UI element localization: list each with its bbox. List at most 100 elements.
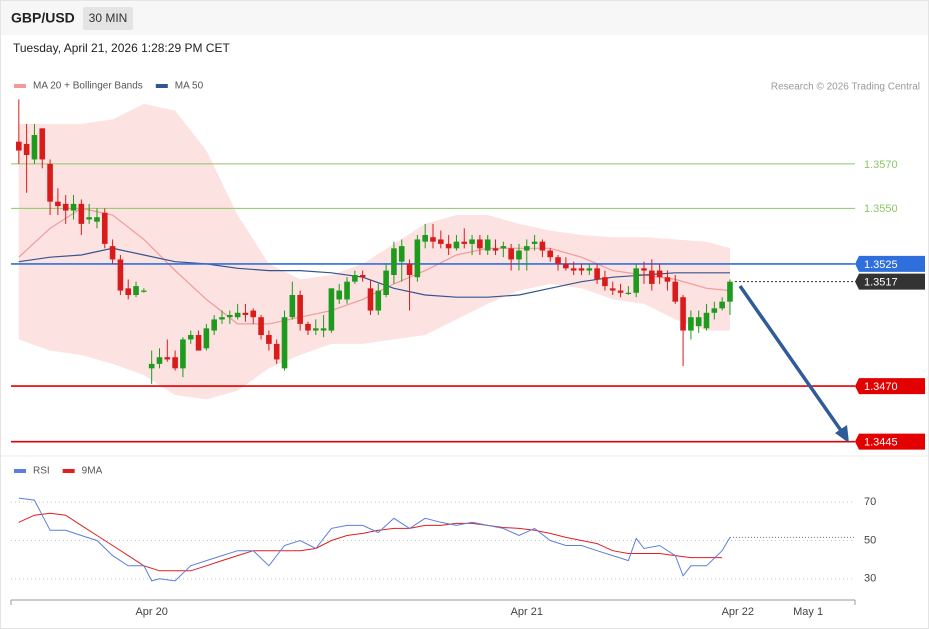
candle-body xyxy=(484,239,491,251)
candle-body xyxy=(367,288,374,311)
candle-body xyxy=(133,286,139,295)
x-tick-label: May 1 xyxy=(793,606,823,618)
candle-body xyxy=(148,363,155,369)
header-bar xyxy=(1,1,928,35)
candle-body xyxy=(703,312,710,329)
candle-body xyxy=(258,317,264,335)
candle-body xyxy=(570,268,577,271)
candle-body xyxy=(156,357,163,364)
candle-body xyxy=(375,290,382,311)
candle-body xyxy=(70,203,77,211)
candle-body xyxy=(266,335,272,344)
candle-body xyxy=(227,315,233,318)
candle-body xyxy=(516,250,522,260)
price-level-label: 1.3470 xyxy=(864,381,898,393)
price-level-label: 1.3570 xyxy=(864,159,898,171)
candle-body xyxy=(492,248,499,251)
candle-body xyxy=(336,290,343,300)
candle-body xyxy=(414,239,421,278)
candle-body xyxy=(117,259,124,291)
candle-body xyxy=(594,268,600,280)
candle-body xyxy=(86,217,92,220)
candle-body xyxy=(383,270,389,295)
price-panel: 1.3570 1.3550 1.3525 1.3517 1.3470 1.3445 MA 2… xyxy=(11,81,925,450)
candle-body xyxy=(461,241,468,244)
candle-body xyxy=(172,357,178,369)
legend-swatch xyxy=(62,469,75,473)
candle-body xyxy=(656,270,663,278)
candle-body xyxy=(727,281,733,302)
candle-body xyxy=(586,268,593,271)
price-level-tag xyxy=(855,378,925,395)
candle-body xyxy=(47,163,53,202)
timeframe: 30 MIN xyxy=(89,11,128,25)
candle-body xyxy=(555,257,561,264)
candle-body xyxy=(164,357,171,360)
x-tick-label: Apr 20 xyxy=(135,606,167,618)
candle-body xyxy=(719,301,725,309)
candle-body xyxy=(609,288,616,291)
candle-body xyxy=(195,335,202,351)
candle-body xyxy=(547,250,554,258)
symbol: GBP/USD xyxy=(11,10,75,26)
legend-label: MA 50 xyxy=(175,81,204,92)
candle-body xyxy=(39,128,46,160)
candle-body xyxy=(297,295,303,324)
candle-body xyxy=(305,323,311,331)
candle-body xyxy=(359,275,366,278)
candle-body xyxy=(641,268,647,271)
candle-body xyxy=(695,317,702,327)
candle-body xyxy=(289,295,296,318)
candle-body xyxy=(523,246,530,251)
candle-body xyxy=(711,308,718,313)
candle-body xyxy=(453,241,460,249)
candle-body xyxy=(211,319,217,331)
x-tick-label: Apr 22 xyxy=(722,606,754,618)
candle-body xyxy=(672,281,679,302)
timestamp: Tuesday, April 21, 2026 1:28:29 PM CET xyxy=(13,41,230,55)
candle-body xyxy=(430,237,436,242)
legend-label: MA 20 + Bollinger Bands xyxy=(33,81,143,92)
candle-body xyxy=(477,239,483,249)
candle-body xyxy=(23,143,30,155)
candle-body xyxy=(344,281,350,300)
candle-body xyxy=(391,248,397,275)
candle-body xyxy=(109,246,116,260)
candle-body xyxy=(578,268,585,271)
y-tick-label: 70 xyxy=(864,496,876,508)
legend-label: RSI xyxy=(33,466,50,477)
candle-body xyxy=(78,203,85,224)
candle-body xyxy=(688,317,694,331)
price-level-tag xyxy=(855,433,925,450)
forecast-arrow xyxy=(738,284,844,434)
price-level-label: 1.3517 xyxy=(864,277,898,289)
price-level-label: 1.3525 xyxy=(864,259,898,271)
candle-body xyxy=(469,239,475,244)
candle-body xyxy=(617,290,624,293)
candle-body xyxy=(203,328,210,349)
candle-body xyxy=(680,297,686,331)
candle-body xyxy=(508,248,514,260)
candle-body xyxy=(281,317,288,369)
candle-body xyxy=(234,312,241,318)
candle-body xyxy=(328,288,335,331)
candle-body xyxy=(500,246,507,249)
candle-body xyxy=(141,290,147,292)
forecast-arrowhead xyxy=(835,425,849,443)
candle-body xyxy=(180,339,186,369)
y-tick-label: 50 xyxy=(864,534,876,546)
candle-body xyxy=(352,275,358,282)
price-level-label: 1.3445 xyxy=(864,437,898,449)
candle-body xyxy=(438,239,444,244)
legend-swatch xyxy=(14,469,26,473)
candle-body xyxy=(31,135,38,160)
rsi-panel: 30 50 70 Apr 20 Apr 21 Apr 22 May 1 RSI 9MA xyxy=(11,466,876,618)
moving-average xyxy=(18,247,730,298)
legend-swatch xyxy=(14,84,26,88)
candle-body xyxy=(445,243,452,249)
candle-body xyxy=(602,277,608,287)
candle-body xyxy=(539,241,546,251)
candle-body xyxy=(320,328,327,331)
